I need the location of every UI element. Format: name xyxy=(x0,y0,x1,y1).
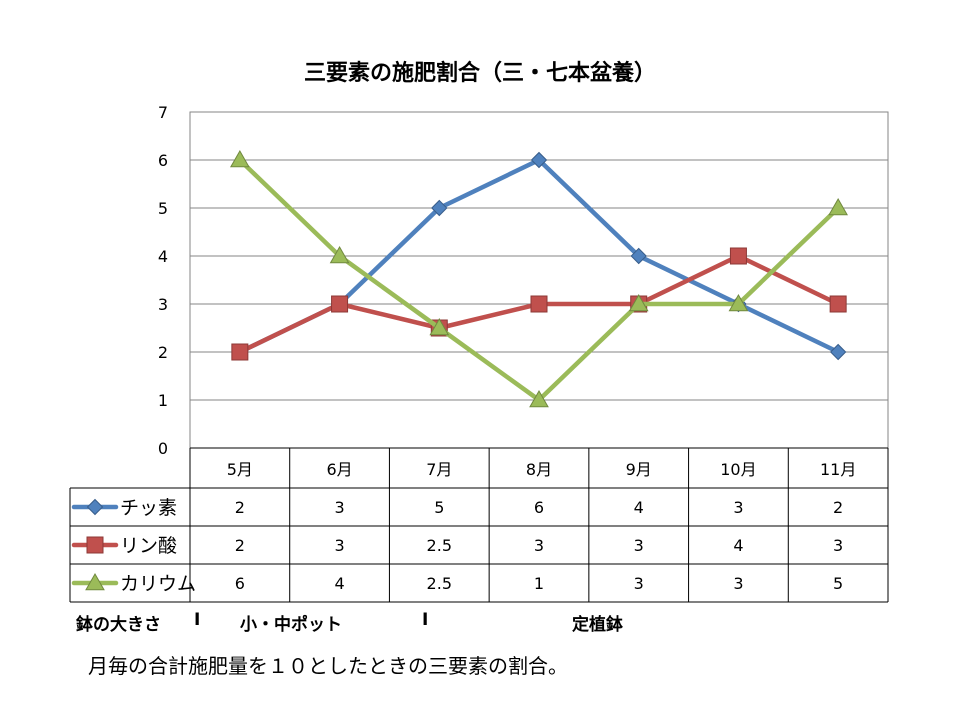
legend-marker-1 xyxy=(86,536,104,554)
point-0-4 xyxy=(630,247,647,265)
x-tick-6: 11月 xyxy=(820,460,856,479)
cell-1-1: 3 xyxy=(334,536,344,555)
point-2-1 xyxy=(329,245,350,264)
caption: 月毎の合計施肥量を１０としたときの三要素の割合。 xyxy=(88,654,568,678)
pot-size-label: 鉢の大きさ xyxy=(76,615,161,635)
point-0-3 xyxy=(530,151,548,169)
point-2-3 xyxy=(529,389,549,408)
plot-area: 0 1 2 3 4 5 6 7 xyxy=(158,103,889,458)
separator-1: I xyxy=(194,610,201,630)
point-1-0 xyxy=(231,343,249,361)
point-1-5 xyxy=(729,247,747,265)
cell-1-3: 3 xyxy=(534,536,544,555)
point-1-3 xyxy=(530,295,548,313)
final-pot-label: 定植鉢 xyxy=(572,615,623,635)
y-tick-5: 5 xyxy=(158,199,168,218)
point-2-6 xyxy=(828,197,849,216)
cell-0-5: 3 xyxy=(733,498,743,517)
y-tick-1: 1 xyxy=(158,391,168,410)
legend-label-2: カリウム xyxy=(120,573,196,595)
legend-label-1: リン酸 xyxy=(120,535,177,557)
legend-label-0: チッ素 xyxy=(120,497,177,519)
cell-0-1: 3 xyxy=(334,498,344,517)
cell-2-1: 4 xyxy=(334,574,344,593)
point-2-0 xyxy=(229,149,250,168)
cell-1-2: 2.5 xyxy=(427,536,452,555)
cell-2-6: 5 xyxy=(833,574,843,593)
cell-2-5: 3 xyxy=(733,574,743,593)
cell-0-0: 2 xyxy=(235,498,245,517)
point-1-1 xyxy=(331,295,349,313)
y-tick-2: 2 xyxy=(158,343,168,362)
point-0-2 xyxy=(431,199,448,217)
x-tick-2: 7月 xyxy=(426,460,452,479)
point-2-4 xyxy=(628,293,649,312)
point-2-2 xyxy=(429,317,450,336)
series-line-2 xyxy=(237,157,841,403)
point-1-6 xyxy=(829,295,847,313)
x-tick-4: 9月 xyxy=(626,460,652,479)
point-0-6 xyxy=(829,343,847,361)
cell-2-0: 6 xyxy=(235,574,245,593)
cell-2-2: 2.5 xyxy=(427,574,452,593)
legend-marker-2 xyxy=(85,572,105,591)
cell-2-4: 3 xyxy=(634,574,644,593)
small-medium-pot-label: 小・中ポット xyxy=(240,615,342,635)
cell-2-3: 1 xyxy=(534,574,544,593)
y-tick-4: 4 xyxy=(158,247,168,266)
point-2-5 xyxy=(728,293,749,312)
chart-title: 三要素の施肥割合（三・七本盆養） xyxy=(304,60,656,86)
x-tick-1: 6月 xyxy=(326,460,352,479)
cell-1-6: 3 xyxy=(833,536,843,555)
cell-1-0: 2 xyxy=(235,536,245,555)
x-tick-0: 5月 xyxy=(227,460,253,479)
cell-0-4: 4 xyxy=(634,498,644,517)
cell-1-5: 4 xyxy=(733,536,743,555)
cell-1-4: 3 xyxy=(634,536,644,555)
separator-2: I xyxy=(422,610,429,630)
y-tick-3: 3 xyxy=(158,295,168,314)
x-tick-3: 8月 xyxy=(526,460,552,479)
legend-marker-0 xyxy=(86,498,104,516)
x-tick-5: 10月 xyxy=(720,460,756,479)
y-tick-7: 7 xyxy=(158,103,168,122)
cell-0-6: 2 xyxy=(833,498,843,517)
cell-0-2: 5 xyxy=(434,498,444,517)
y-tick-0: 0 xyxy=(158,439,168,458)
y-tick-6: 6 xyxy=(158,151,168,170)
cell-0-3: 6 xyxy=(534,498,544,517)
